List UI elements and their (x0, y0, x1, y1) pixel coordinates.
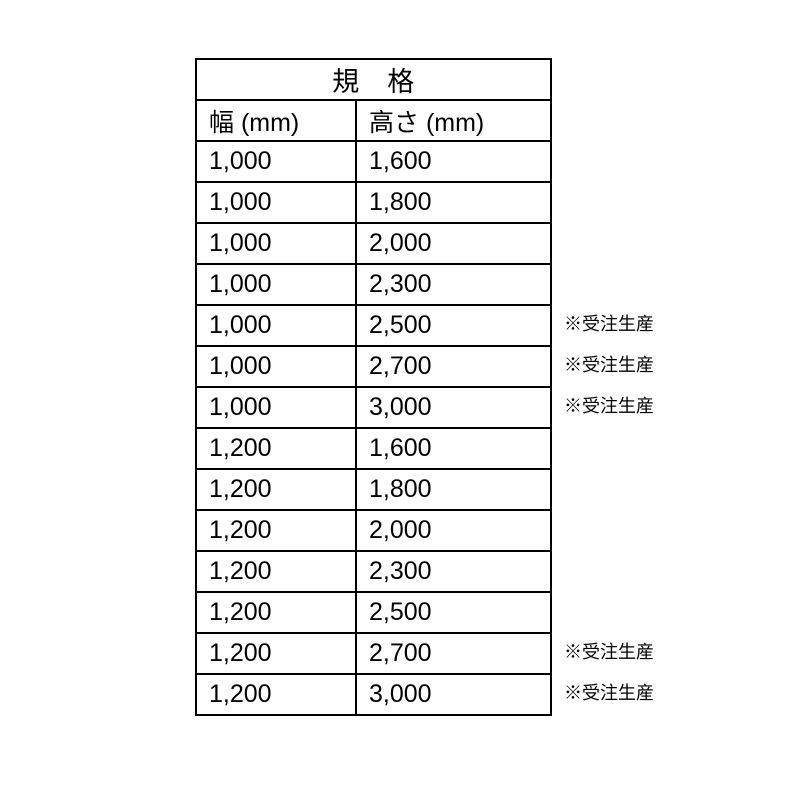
cell-width: 1,000 (196, 264, 356, 305)
cell-width: 1,000 (196, 346, 356, 387)
table-row: 1,000 2,500 (196, 305, 551, 346)
row-note (558, 591, 678, 632)
row-note (558, 509, 678, 550)
note-spacer (558, 99, 678, 140)
note-spacer (558, 58, 678, 99)
cell-height: 2,500 (356, 592, 551, 633)
row-note (558, 181, 678, 222)
cell-width: 1,200 (196, 633, 356, 674)
row-note: ※受注生産 (558, 673, 678, 714)
cell-width: 1,000 (196, 305, 356, 346)
row-note (558, 550, 678, 591)
cell-width: 1,000 (196, 141, 356, 182)
spec-table: 規 格 幅 (mm) 高さ (mm) 1,000 1,600 1,000 1,8… (195, 58, 552, 716)
table-row: 1,200 2,500 (196, 592, 551, 633)
col-header-height: 高さ (mm) (356, 100, 551, 141)
cell-width: 1,200 (196, 510, 356, 551)
table-row: 1,200 1,800 (196, 469, 551, 510)
table-header-row: 幅 (mm) 高さ (mm) (196, 100, 551, 141)
cell-width: 1,200 (196, 469, 356, 510)
row-note (558, 468, 678, 509)
cell-height: 3,000 (356, 674, 551, 715)
row-note: ※受注生産 (558, 632, 678, 673)
row-note (558, 140, 678, 181)
cell-width: 1,200 (196, 428, 356, 469)
table-title-row: 規 格 (196, 59, 551, 100)
table-row: 1,000 2,700 (196, 346, 551, 387)
cell-height: 2,000 (356, 223, 551, 264)
table-row: 1,000 3,000 (196, 387, 551, 428)
cell-height: 1,800 (356, 469, 551, 510)
cell-width: 1,000 (196, 182, 356, 223)
cell-width: 1,200 (196, 592, 356, 633)
cell-height: 1,600 (356, 428, 551, 469)
table-row: 1,200 2,000 (196, 510, 551, 551)
table-row: 1,000 2,300 (196, 264, 551, 305)
cell-height: 2,700 (356, 346, 551, 387)
row-note: ※受注生産 (558, 304, 678, 345)
notes-column: ※受注生産 ※受注生産 ※受注生産 ※受注生産 ※受注生産 (558, 58, 678, 714)
table-row: 1,000 1,600 (196, 141, 551, 182)
table-row: 1,200 2,700 (196, 633, 551, 674)
row-note: ※受注生産 (558, 345, 678, 386)
page: 規 格 幅 (mm) 高さ (mm) 1,000 1,600 1,000 1,8… (0, 0, 800, 800)
cell-height: 2,000 (356, 510, 551, 551)
table-row: 1,200 1,600 (196, 428, 551, 469)
cell-width: 1,200 (196, 674, 356, 715)
cell-height: 2,500 (356, 305, 551, 346)
table-row: 1,200 3,000 (196, 674, 551, 715)
cell-height: 1,600 (356, 141, 551, 182)
cell-width: 1,000 (196, 387, 356, 428)
row-note (558, 222, 678, 263)
cell-height: 2,700 (356, 633, 551, 674)
cell-height: 2,300 (356, 551, 551, 592)
table-row: 1,000 1,800 (196, 182, 551, 223)
col-header-width: 幅 (mm) (196, 100, 356, 141)
cell-width: 1,200 (196, 551, 356, 592)
table-row: 1,000 2,000 (196, 223, 551, 264)
cell-height: 2,300 (356, 264, 551, 305)
row-note (558, 263, 678, 304)
row-note: ※受注生産 (558, 386, 678, 427)
row-note (558, 427, 678, 468)
table-row: 1,200 2,300 (196, 551, 551, 592)
cell-height: 3,000 (356, 387, 551, 428)
table-title: 規 格 (196, 59, 551, 100)
cell-width: 1,000 (196, 223, 356, 264)
cell-height: 1,800 (356, 182, 551, 223)
